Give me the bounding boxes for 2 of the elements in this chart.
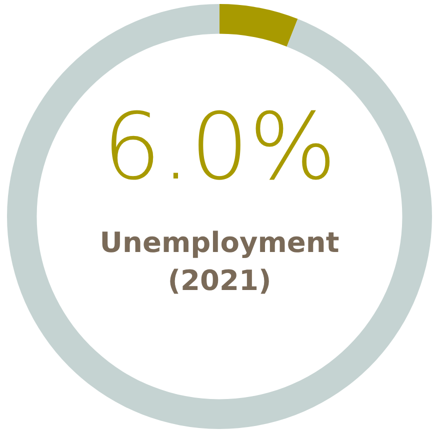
data-label: 6.0% — [102, 93, 336, 200]
text: Unemployment (2021) — [100, 226, 340, 297]
